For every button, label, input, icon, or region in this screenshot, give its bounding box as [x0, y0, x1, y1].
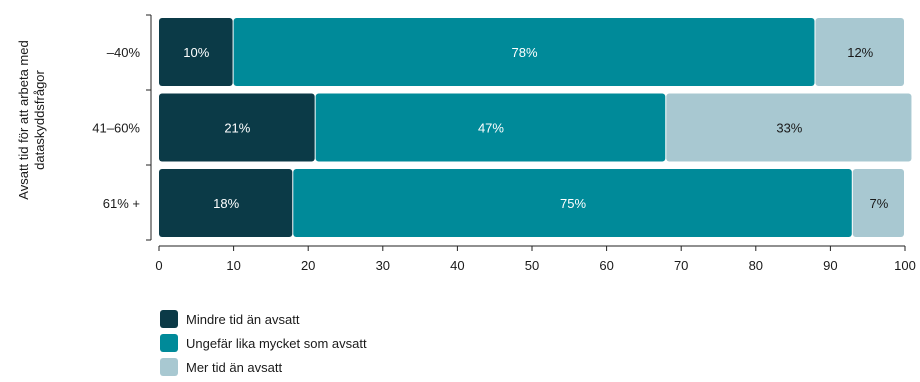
category-label: 41–60% — [92, 121, 140, 136]
data-label: 7% — [869, 196, 888, 211]
stacked-bar-chart: 0 10 20 30 40 50 60 70 80 90 100 –40% 10% 78% 12% 41–60… — [92, 14, 916, 273]
x-tick-label: 40 — [450, 258, 464, 273]
bar-segment — [159, 93, 315, 162]
data-label: 21% — [224, 121, 250, 136]
bar-segment — [159, 18, 233, 86]
legend-item-mindre: Mindre tid än avsatt — [160, 310, 367, 328]
legend-swatch-ungefar — [160, 334, 178, 352]
legend-label-mer: Mer tid än avsatt — [186, 359, 283, 375]
bar-segment — [233, 18, 815, 86]
category-label: –40% — [107, 45, 141, 60]
bar-segment — [815, 18, 904, 86]
legend-swatch-mer — [160, 358, 178, 376]
bar-segment — [315, 93, 666, 162]
legend-label-ungefar: Ungefär lika mycket som avsatt — [186, 335, 367, 351]
data-label: 47% — [478, 121, 504, 136]
legend-item-mer: Mer tid än avsatt — [160, 358, 367, 376]
data-label: 78% — [512, 45, 538, 60]
data-label: 75% — [560, 196, 586, 211]
x-tick-label: 10 — [226, 258, 240, 273]
x-tick-label: 70 — [674, 258, 688, 273]
bar-segment — [666, 93, 912, 162]
x-tick-label: 60 — [599, 258, 613, 273]
legend-label-mindre: Mindre tid än avsatt — [186, 311, 300, 327]
legend: Mindre tid än avsatt Ungefär lika mycket… — [160, 310, 367, 382]
x-tick-label: 50 — [525, 258, 539, 273]
bar-segment — [159, 169, 293, 237]
x-tick-label: 90 — [823, 258, 837, 273]
bar-segment — [293, 169, 852, 237]
data-label: 12% — [847, 45, 873, 60]
data-label: 10% — [183, 45, 209, 60]
bar-segment — [852, 169, 904, 237]
data-label: 33% — [776, 121, 802, 136]
x-tick-label: 30 — [376, 258, 390, 273]
x-tick-label: 80 — [749, 258, 763, 273]
category-label: 61% + — [103, 196, 140, 211]
legend-swatch-mindre — [160, 310, 178, 328]
x-tick-label: 0 — [155, 258, 162, 273]
x-tick-label: 100 — [894, 258, 916, 273]
data-label: 18% — [213, 196, 239, 211]
legend-item-ungefar: Ungefär lika mycket som avsatt — [160, 334, 367, 352]
x-tick-label: 20 — [301, 258, 315, 273]
